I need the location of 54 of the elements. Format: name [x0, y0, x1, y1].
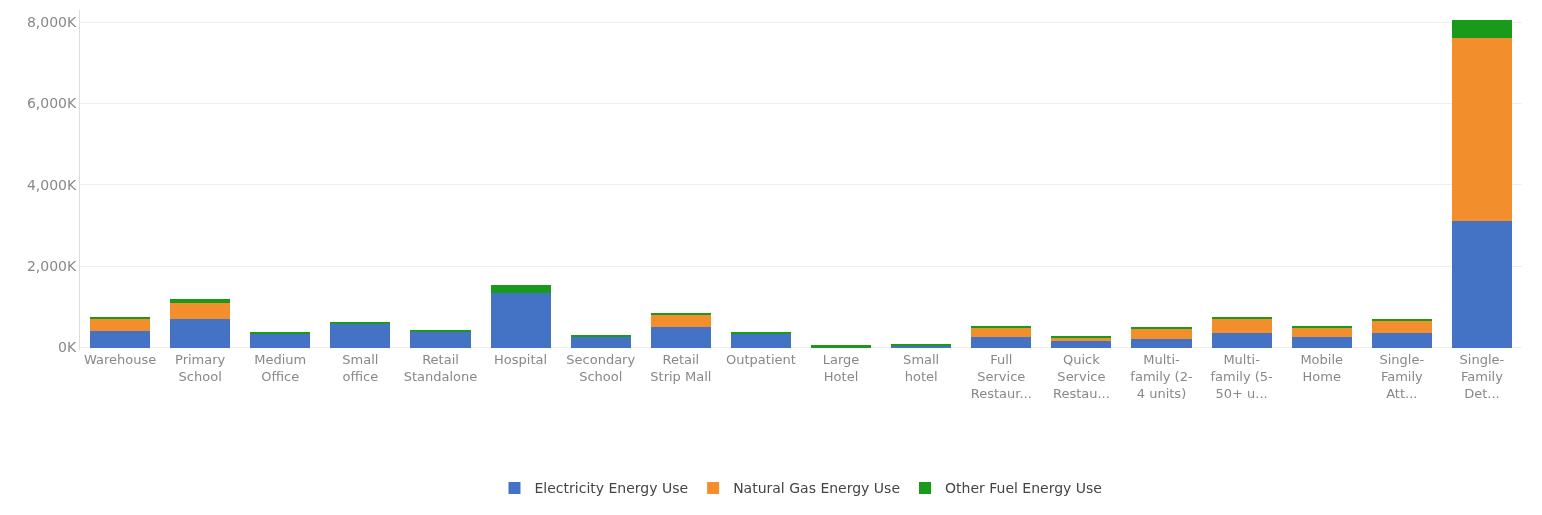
bar: [1451, 20, 1512, 39]
bar: [330, 323, 391, 348]
legend-label: Other Fuel Energy Use: [945, 480, 1102, 497]
x-tick-label: Retail Standalone: [403, 352, 478, 384]
y-tick-label: 4,000K: [26, 176, 78, 193]
x-tick-label: Retail Strip Mall: [650, 352, 712, 384]
x-tick-label: Single-Family Det...: [1459, 352, 1505, 401]
legend-label: Natural Gas Energy Use: [733, 480, 901, 497]
bar: [490, 292, 551, 348]
bar: [1051, 341, 1112, 348]
bar: [1131, 329, 1192, 340]
bar: [170, 302, 231, 320]
x-tick-label: Quick Service Restau...: [1052, 352, 1110, 401]
bar: [90, 319, 151, 332]
bar: [170, 319, 231, 348]
y-tick-label: 2,000K: [26, 258, 78, 275]
x-tick-label: Single-Family Att...: [1379, 352, 1425, 401]
bar: [1371, 321, 1432, 334]
bar: [1291, 337, 1352, 348]
x-tick-label: Outpatient: [726, 352, 796, 367]
x-tick-label: Small office: [342, 352, 379, 384]
bar: [1211, 333, 1272, 348]
bar: [1211, 319, 1272, 334]
x-tick-label: Warehouse: [83, 352, 157, 367]
x-tick-label: Secondary School: [566, 352, 636, 384]
x-tick-label: Full Service Restaur...: [970, 352, 1032, 401]
y-tick-label: 0K: [58, 339, 78, 356]
bar: [330, 321, 391, 324]
bar: [90, 331, 151, 348]
y-tick-label: 6,000K: [26, 95, 78, 112]
x-tick-label: Large Hotel: [822, 352, 860, 384]
bar: [170, 298, 231, 303]
bar: [1451, 38, 1512, 222]
x-tick-label: Primary School: [175, 352, 226, 384]
x-tick-label: Small hotel: [903, 352, 940, 384]
bar: [811, 345, 872, 348]
bar: [650, 315, 711, 328]
y-tick-label: 8,000K: [26, 14, 78, 31]
bar: [410, 331, 471, 348]
x-tick-label: Mobile Home: [1300, 352, 1344, 384]
bar: [490, 284, 551, 293]
x-tick-label: Multi-family (2-4 units): [1130, 352, 1193, 401]
bar: [250, 333, 311, 348]
bar: [730, 333, 791, 348]
bar: [1371, 333, 1432, 348]
bar: [971, 337, 1032, 348]
bar: [1131, 339, 1192, 348]
bar: [650, 327, 711, 348]
x-tick-label: Hospital: [494, 352, 548, 367]
x-tick-label: Medium Office: [254, 352, 307, 384]
legend-label: Electricity Energy Use: [534, 480, 689, 497]
bar: [570, 337, 631, 348]
bar: [1451, 221, 1512, 348]
x-tick-label: Multi-family (5-50+ u...: [1210, 352, 1274, 401]
